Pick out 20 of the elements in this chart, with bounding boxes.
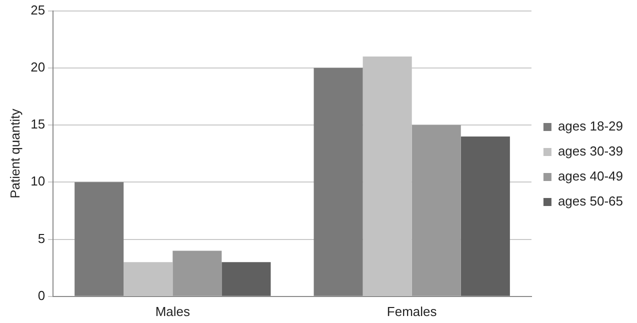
legend-label: ages 50-65: [558, 194, 624, 209]
y-tick-label: 5: [38, 230, 46, 246]
bar: [460, 136, 510, 296]
y-tick-label: 20: [30, 60, 46, 74]
legend-label: ages 18-29: [558, 118, 624, 134]
bar: [314, 68, 363, 296]
x-tick-label: Females: [386, 304, 438, 319]
x-tick-label: Males: [155, 304, 190, 319]
bar: [412, 125, 461, 296]
y-tick-label: 0: [38, 288, 46, 303]
legend-label: ages 30-39: [558, 144, 624, 159]
bar: [124, 262, 173, 296]
y-axis-title: Patient quantity: [7, 108, 22, 198]
bar: [172, 250, 222, 296]
legend-label: ages 40-49: [558, 168, 624, 184]
y-tick-label: 10: [30, 174, 46, 189]
y-tick-label: 25: [30, 2, 46, 18]
bar: [222, 262, 271, 296]
bar: [74, 182, 124, 296]
y-tick-label: 15: [30, 116, 46, 132]
